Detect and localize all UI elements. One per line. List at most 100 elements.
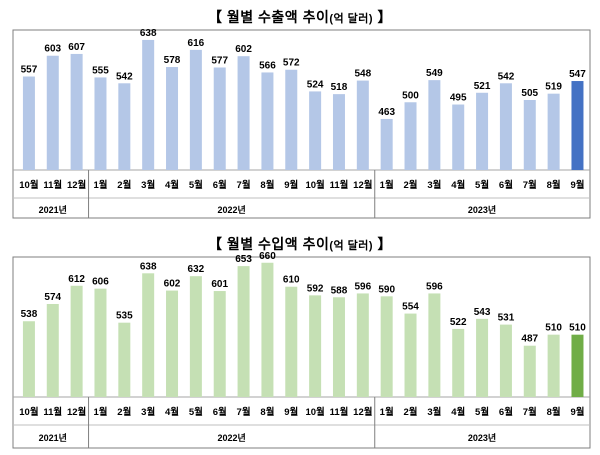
export-month-label: 7월 [523, 179, 537, 191]
export-bar [476, 92, 489, 170]
import-bar [213, 291, 226, 397]
export-value-label: 572 [283, 58, 300, 69]
export-month-label: 10월 [19, 179, 38, 191]
export-month-label: 12월 [353, 179, 372, 191]
export-value-label: 495 [450, 93, 467, 104]
import-bar-chart: 2021년 2022년 2023년 538 10월 574 11월 612 12월 606 1월 53… [12, 251, 591, 449]
import-value-label: 601 [211, 279, 228, 290]
import-value-label: 588 [331, 285, 348, 296]
export-value-label: 616 [188, 38, 205, 49]
export-bar [189, 49, 202, 170]
import-title-unit: (억 달러) [329, 240, 374, 252]
import-month-label: 12월 [353, 406, 372, 418]
import-value-label: 592 [307, 283, 324, 294]
export-month-label: 10월 [305, 179, 324, 191]
export-year-label: 2022년 [217, 204, 245, 215]
export-bar [213, 67, 226, 170]
import-bar [309, 295, 322, 397]
export-bar [380, 118, 393, 170]
import-bar [476, 318, 489, 397]
export-bar [571, 81, 584, 170]
import-title-text: 월별 수입액 추이 [226, 236, 330, 252]
import-value-label: 612 [68, 274, 85, 285]
export-value-label: 524 [307, 79, 324, 90]
import-month-label: 6월 [499, 406, 513, 418]
export-month-label: 12월 [67, 179, 86, 191]
import-value-label: 660 [259, 251, 276, 262]
import-month-label: 1월 [380, 406, 394, 418]
import-month-label: 11월 [43, 406, 62, 418]
export-month-label: 9월 [570, 179, 584, 191]
import-bar [46, 303, 59, 397]
export-bar [309, 91, 322, 170]
import-month-label: 7월 [237, 406, 251, 418]
import-chart-frame [12, 256, 591, 449]
export-value-label: 555 [92, 65, 109, 76]
import-value-label: 596 [354, 281, 371, 292]
import-month-label: 11월 [330, 406, 349, 418]
import-value-label: 602 [164, 279, 181, 290]
import-bar [118, 322, 131, 397]
import-bar [452, 328, 465, 397]
export-title-unit: (억 달러) [329, 13, 374, 25]
export-bar [166, 67, 179, 170]
export-bar [523, 100, 536, 170]
export-year-label: 2023년 [468, 204, 496, 215]
import-title-close-bracket: 】 [377, 236, 392, 252]
export-title-open-bracket: 【 [208, 9, 223, 25]
import-month-label: 12월 [67, 406, 86, 418]
import-value-label: 543 [474, 307, 491, 318]
import-bar [237, 266, 250, 397]
export-bar [70, 53, 83, 170]
export-month-label: 5월 [189, 179, 203, 191]
import-month-label: 8월 [260, 406, 274, 418]
export-value-label: 519 [545, 82, 562, 93]
export-month-label: 1월 [380, 179, 394, 191]
import-value-label: 554 [402, 302, 419, 313]
export-value-label: 548 [354, 69, 371, 80]
import-value-label: 487 [521, 334, 538, 345]
import-year-label: 2022년 [217, 432, 245, 443]
import-month-label: 5월 [189, 406, 203, 418]
import-value-label: 653 [235, 254, 252, 265]
import-month-label: 6월 [213, 406, 227, 418]
import-value-label: 531 [498, 313, 515, 324]
export-value-label: 602 [235, 44, 252, 55]
import-month-label: 5월 [475, 406, 489, 418]
import-value-label: 606 [92, 277, 109, 288]
import-value-label: 522 [450, 317, 467, 328]
import-bar [189, 276, 202, 397]
import-month-label: 9월 [570, 406, 584, 418]
export-bar [332, 94, 345, 170]
import-bar [285, 286, 298, 397]
export-bar [237, 56, 250, 170]
export-bar [22, 76, 35, 170]
export-year-label: 2021년 [39, 204, 67, 215]
export-bar [404, 102, 417, 170]
import-bar [547, 334, 560, 397]
import-bar [428, 293, 441, 397]
import-month-label: 4월 [451, 406, 465, 418]
export-month-label: 5월 [475, 179, 489, 191]
import-year-label: 2021년 [39, 432, 67, 443]
import-month-label: 10월 [19, 406, 38, 418]
import-value-label: 610 [283, 275, 300, 286]
import-value-label: 535 [116, 311, 133, 322]
export-bar [261, 72, 274, 170]
export-bar [499, 83, 512, 170]
export-value-label: 566 [259, 60, 276, 71]
import-value-label: 510 [569, 323, 586, 334]
import-title-open-bracket: 【 [208, 236, 223, 252]
export-value-label: 607 [68, 42, 85, 53]
export-bar [118, 83, 131, 170]
import-year-label: 2023년 [468, 432, 496, 443]
import-bar [380, 296, 393, 397]
import-bar [356, 293, 369, 397]
import-bar [70, 285, 83, 397]
export-month-label: 11월 [43, 179, 62, 191]
export-month-label: 6월 [499, 179, 513, 191]
export-month-label: 4월 [451, 179, 465, 191]
import-bar [22, 321, 35, 397]
import-bar [332, 297, 345, 397]
export-bar [142, 39, 155, 170]
